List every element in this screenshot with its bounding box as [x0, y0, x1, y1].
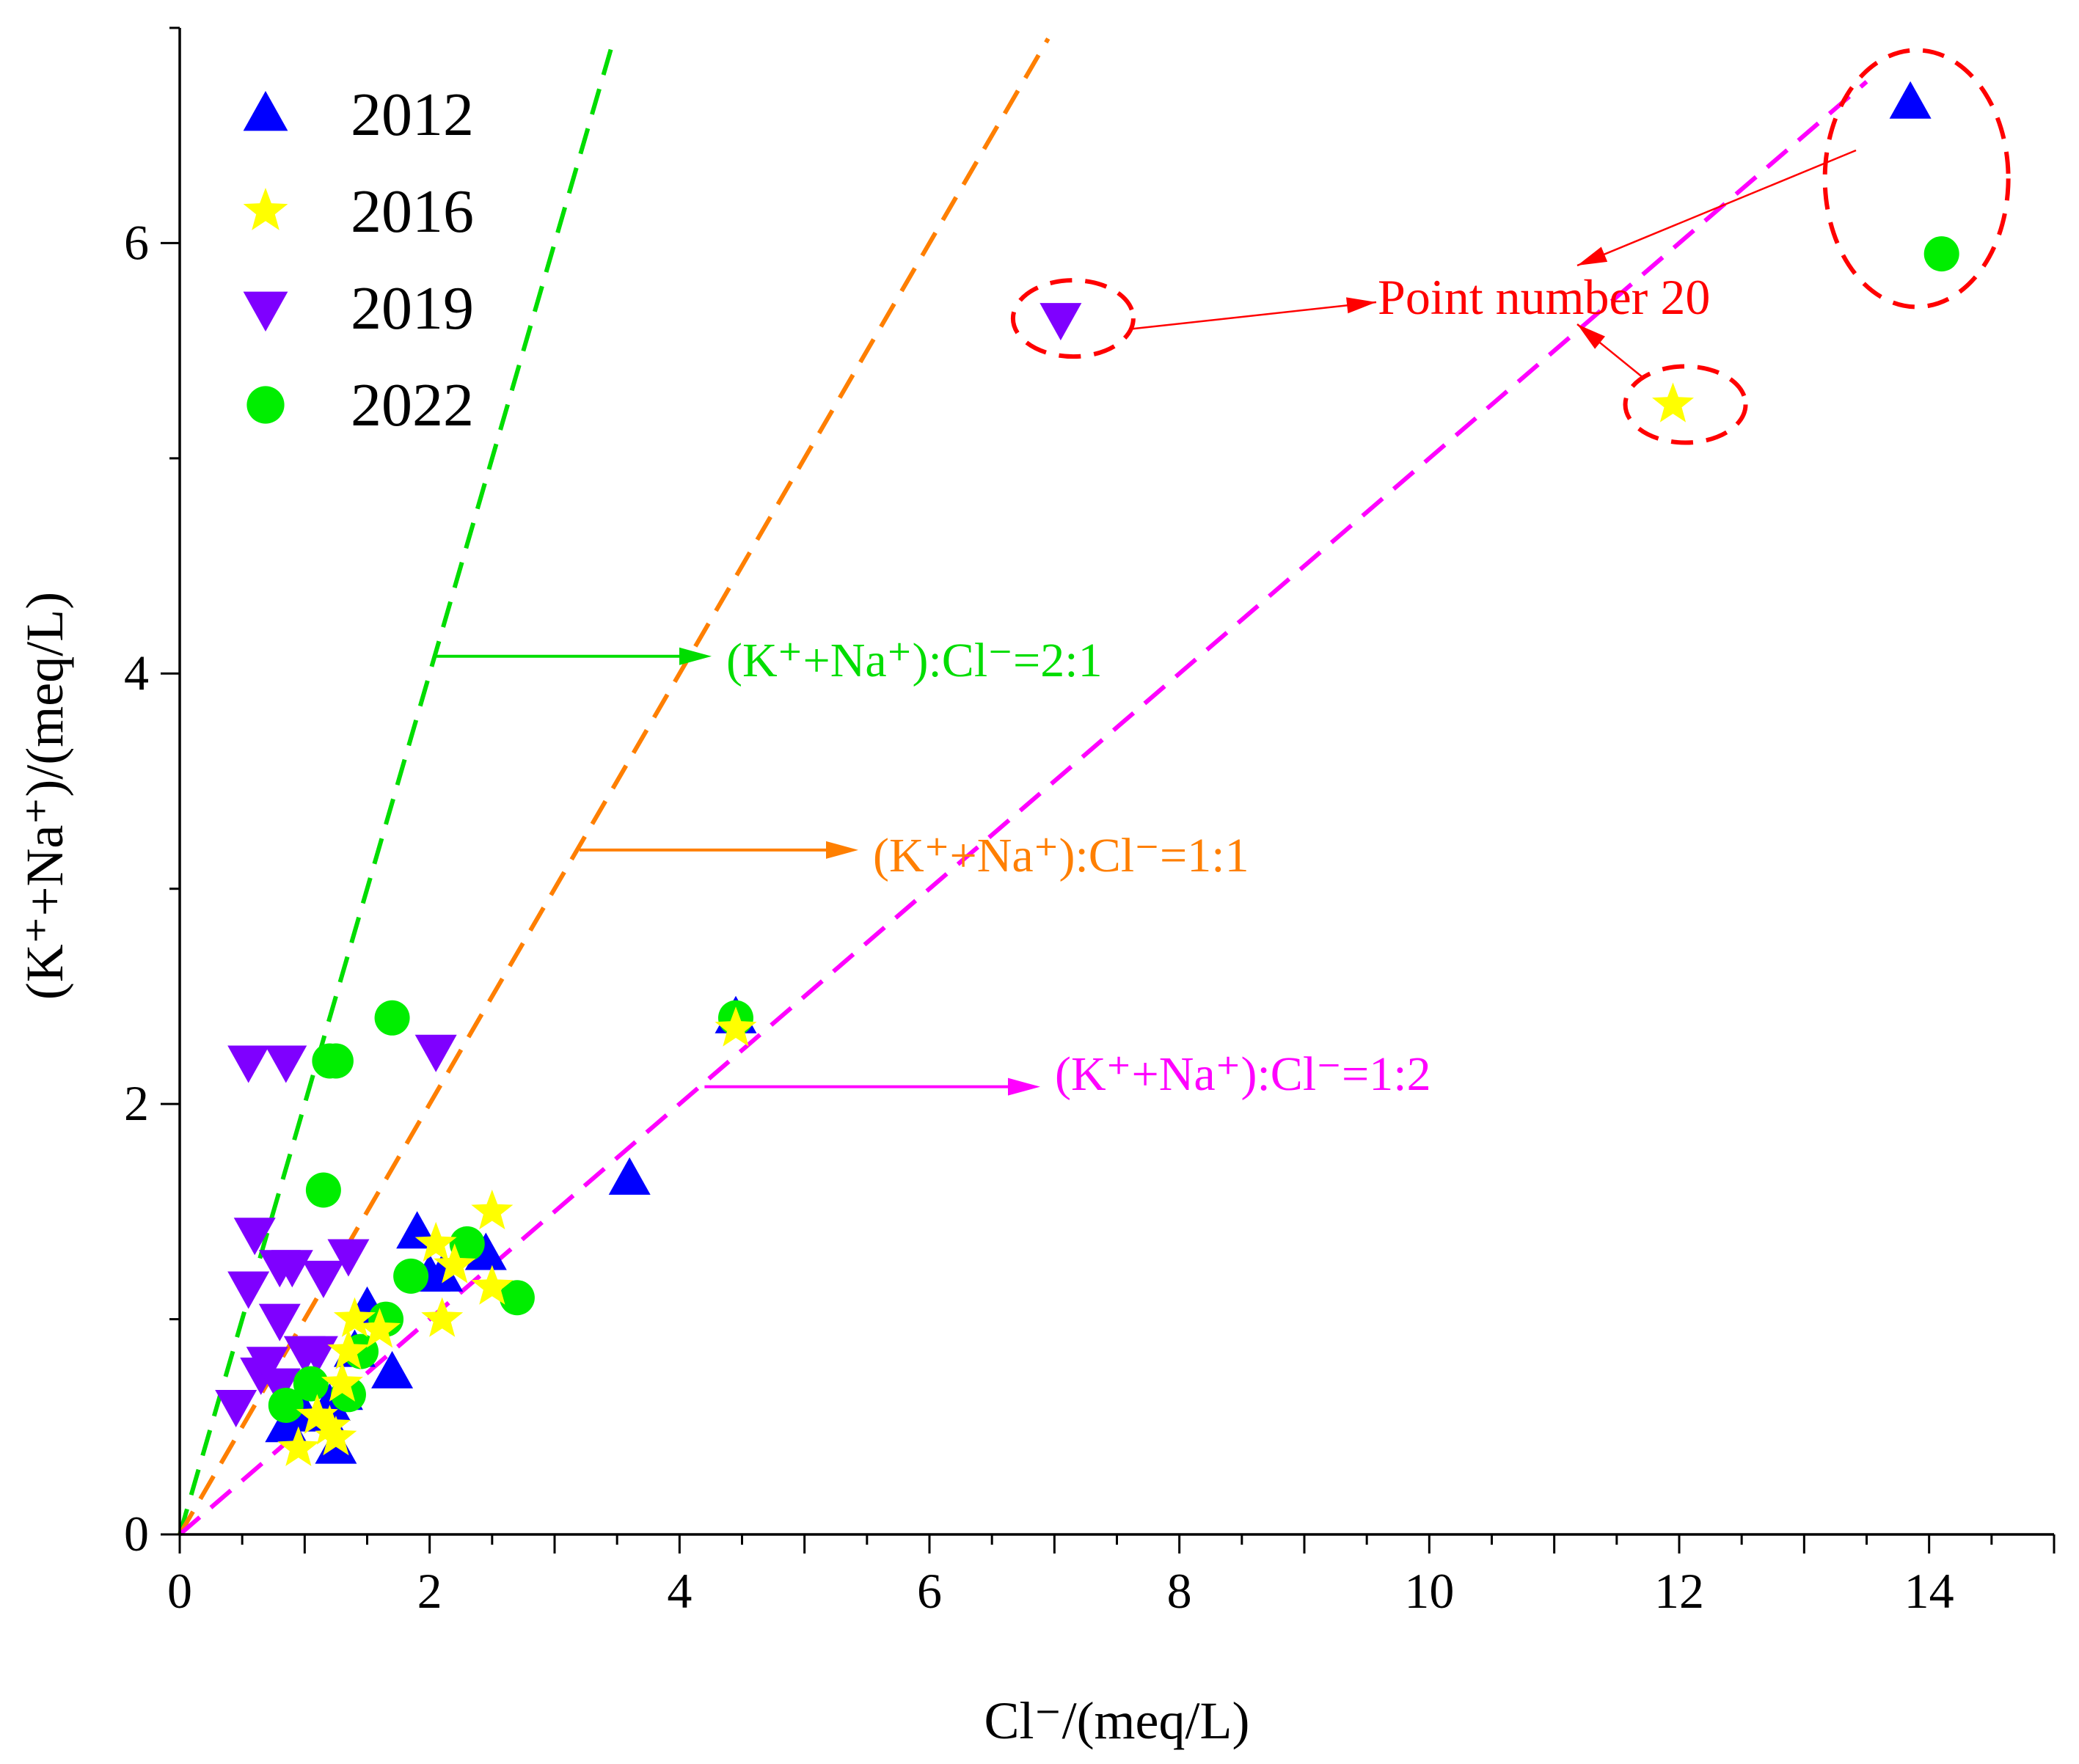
series-2019: [215, 303, 1082, 1427]
data-point-2016: [434, 1243, 476, 1284]
data-point-2019: [265, 1045, 307, 1083]
data-point-2016: [421, 1297, 464, 1337]
annotation-arrow-2012-2022-line: [1576, 149, 1857, 267]
data-point-2016: [359, 1308, 401, 1348]
data-point-2016: [1652, 382, 1694, 422]
axes: 0 2 4 6 8 10 12 14 0 2 4 6: [124, 26, 2056, 1619]
data-point-2019: [258, 1303, 301, 1342]
x-tick-label: 14: [1904, 1563, 1954, 1619]
legend-label-2012: 2012: [351, 81, 474, 149]
annotation-arrow-2012-2022-head: [1577, 246, 1608, 266]
data-point-2012: [421, 1254, 464, 1292]
data-point-2022: [393, 1258, 429, 1294]
data-point-2022: [499, 1280, 535, 1316]
annotation-arrow-2019-line: [1129, 301, 1377, 331]
data-point-2019: [246, 1347, 288, 1385]
data-point-2019: [227, 1271, 270, 1309]
legend-marker-2019: [243, 291, 288, 332]
data-point-2019: [233, 1218, 276, 1256]
data-point-2016: [471, 1189, 514, 1230]
y-axis-label: (K⁺+Na⁺)/(meq/L): [15, 592, 74, 1000]
data-points: [215, 81, 1959, 1466]
legend: 2012 2016 2019 2022: [243, 81, 474, 439]
data-point-2012: [371, 1350, 414, 1388]
data-point-2016: [321, 1361, 363, 1402]
x-tick-label: 8: [1167, 1563, 1192, 1619]
data-point-2022: [374, 1000, 410, 1036]
highlight-ellipse-2016: [1623, 364, 1748, 445]
legend-label-2016: 2016: [351, 178, 474, 246]
x-tick-label: 4: [667, 1563, 692, 1619]
data-point-2016: [296, 1394, 338, 1434]
ratio-arrow-head: [1008, 1077, 1040, 1096]
annotation-arrow-2019-head: [1346, 297, 1376, 314]
data-point-2022: [318, 1043, 354, 1079]
data-point-2012: [464, 1232, 507, 1270]
data-point-2016: [277, 1426, 320, 1466]
ratio-line-label: (K⁺+Na⁺):Cl⁻=1:1: [873, 829, 1249, 882]
data-point-2019: [1040, 303, 1082, 341]
data-point-2022: [305, 1172, 341, 1208]
ratio-line-label: (K⁺+Na⁺):Cl⁻=1:2: [1055, 1047, 1431, 1101]
legend-label-2022: 2022: [351, 371, 474, 439]
data-point-2016: [414, 1221, 457, 1262]
data-point-2012: [1889, 81, 1932, 119]
x-tick-label: 0: [167, 1563, 192, 1619]
data-point-2016: [327, 1329, 370, 1369]
legend-label-2019: 2019: [351, 274, 474, 343]
data-point-2016: [333, 1297, 376, 1337]
y-tick-label: 2: [124, 1075, 149, 1131]
data-point-2016: [715, 1006, 757, 1047]
y-tick-label: 4: [124, 645, 149, 700]
x-tick-label: 10: [1404, 1563, 1454, 1619]
data-point-2012: [608, 1157, 651, 1195]
highlight-ellipse-2012-2022: [1822, 48, 2011, 310]
x-tick-label: 12: [1654, 1563, 1704, 1619]
data-point-2019: [258, 1368, 301, 1406]
data-point-2022: [268, 1387, 304, 1423]
data-point-2019: [414, 1034, 457, 1072]
series-2016: [277, 382, 1694, 1466]
data-point-2016: [315, 1416, 357, 1456]
data-point-2019: [327, 1239, 370, 1277]
data-point-2019: [302, 1260, 345, 1298]
ratio-arrow-head: [826, 841, 858, 859]
data-point-2016: [471, 1265, 514, 1305]
ratio-arrow-head: [679, 647, 712, 665]
ratio-line-label: (K⁺+Na⁺):Cl⁻=2:1: [726, 634, 1103, 687]
highlight-ellipse-2019: [1010, 278, 1136, 359]
ratio-line-2: [178, 80, 1868, 1537]
data-point-2019: [271, 1250, 313, 1288]
data-point-2016: [308, 1405, 351, 1445]
annotations: (K⁺+Na⁺):Cl⁻=2:1 (K⁺+Na⁺):Cl⁻=1:1 (K⁺+Na⁺)…: [436, 48, 2011, 1101]
y-tick-label: 6: [124, 214, 149, 270]
data-point-2022: [293, 1366, 329, 1402]
annotation-label: Point number 20: [1378, 269, 1710, 325]
legend-marker-2012: [243, 91, 288, 131]
data-point-2019: [296, 1336, 338, 1374]
y-tick-label: 0: [124, 1506, 149, 1562]
x-axis-label: Cl⁻/(meq/L): [984, 1691, 1250, 1750]
legend-marker-2022: [246, 386, 285, 424]
data-point-2019: [227, 1045, 270, 1083]
legend-marker-2016: [243, 188, 288, 230]
data-point-2022: [449, 1226, 485, 1262]
x-tick-label: 2: [417, 1563, 442, 1619]
x-tick-label: 6: [917, 1563, 942, 1619]
annotation-arrow-2016-head: [1577, 324, 1605, 349]
data-point-2022: [1923, 236, 1959, 272]
data-point-2019: [215, 1389, 257, 1427]
